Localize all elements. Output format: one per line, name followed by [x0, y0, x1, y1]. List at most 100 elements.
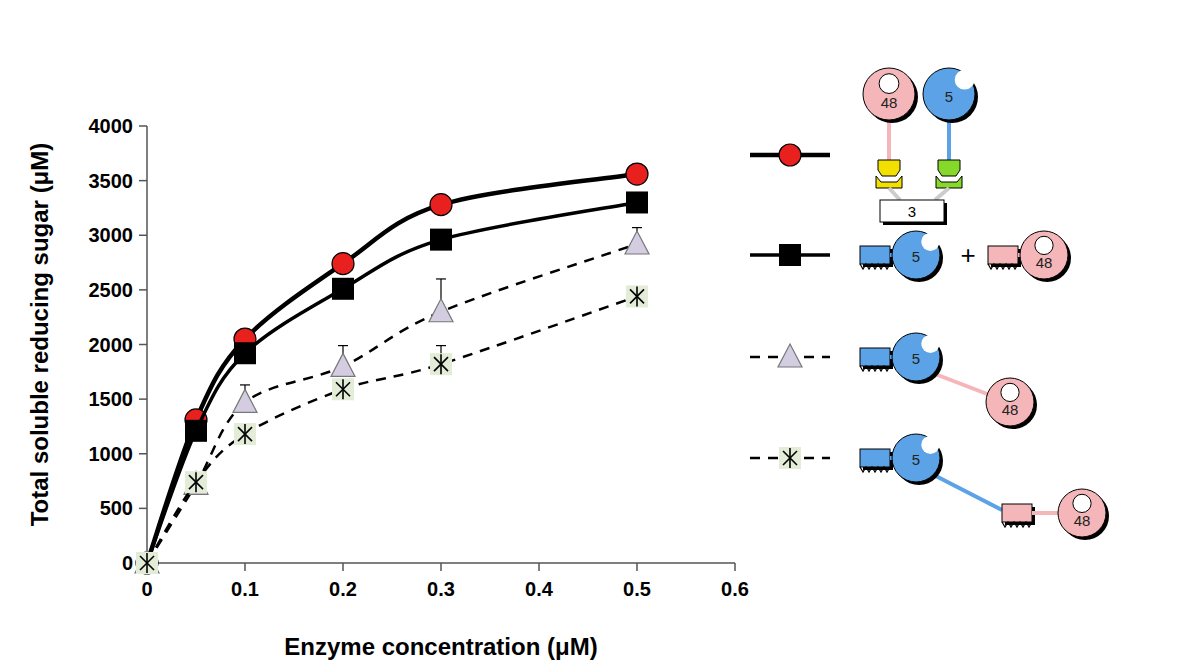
- error-cap: [436, 345, 446, 346]
- marker-triangle: [625, 231, 649, 254]
- icon-linker: [930, 372, 995, 397]
- marker: [332, 378, 354, 400]
- enzyme-icon: 5: [892, 333, 943, 384]
- marker-square: [185, 420, 207, 442]
- icon-linker: [930, 473, 1002, 510]
- y-tick-label: 2500: [89, 279, 134, 301]
- marker-triangle: [778, 344, 802, 367]
- marker-asterisk: [140, 556, 154, 570]
- chart: 0500100015002000250030003500400000.10.20…: [0, 0, 1181, 672]
- marker-asterisk: [336, 382, 350, 396]
- x-tick: [636, 563, 638, 571]
- icon-domain: [923, 68, 975, 120]
- marker-square: [332, 278, 354, 300]
- marker: [779, 447, 801, 469]
- cbm-icon: [988, 246, 1021, 269]
- marker-asterisk: [140, 556, 154, 570]
- marker-square: [779, 244, 801, 266]
- icon-module: [860, 449, 890, 467]
- icon-label: 48: [1036, 254, 1053, 271]
- marker-asterisk: [336, 382, 350, 396]
- icon-module: [1002, 504, 1032, 522]
- marker-bg: [626, 285, 648, 307]
- icon-plus: +: [960, 240, 975, 270]
- error-cap: [436, 278, 446, 279]
- x-tick-label: 0.3: [427, 578, 455, 600]
- icon-notch: [955, 70, 975, 90]
- icon-domain: [892, 333, 940, 381]
- marker-asterisk: [238, 427, 252, 441]
- marker-asterisk: [238, 427, 252, 441]
- error-cap: [338, 345, 348, 346]
- icon-label: 5: [912, 350, 920, 367]
- icon-teeth: [860, 264, 890, 269]
- icon-dockerin: [938, 160, 960, 176]
- marker-square: [234, 342, 256, 364]
- y-tick: [139, 453, 147, 455]
- icon-notch: [921, 436, 939, 454]
- y-tick: [139, 344, 147, 346]
- marker-asterisk: [783, 451, 797, 465]
- marker: [429, 299, 453, 322]
- icon-cohesin: [876, 176, 902, 188]
- marker: [778, 344, 802, 367]
- enzyme-icon: 48: [1058, 489, 1109, 540]
- marker: [332, 253, 354, 275]
- icon-linker: [889, 188, 900, 200]
- marker: [430, 229, 452, 251]
- icon-teeth: [988, 264, 1018, 269]
- y-tick-label: 0: [122, 552, 133, 574]
- marker-bg: [332, 378, 354, 400]
- enzyme-icon: 48: [863, 68, 918, 123]
- series: [136, 285, 648, 574]
- marker: [430, 194, 452, 216]
- cbm-icon: [860, 449, 893, 472]
- icon-dockerin: [878, 160, 900, 176]
- icon-notch: [921, 233, 939, 251]
- marker-circle: [779, 144, 801, 166]
- series: [136, 191, 648, 574]
- icon-label: 48: [881, 94, 898, 111]
- y-tick-label: 1000: [89, 443, 134, 465]
- marker: [136, 552, 158, 574]
- marker: [135, 550, 159, 573]
- marker: [184, 471, 208, 494]
- y-tick-label: 4000: [89, 115, 134, 137]
- legend: 48535+48548548: [750, 68, 1109, 540]
- y-tick: [139, 235, 147, 237]
- marker-bg: [430, 353, 452, 375]
- icon-domain: [863, 68, 915, 120]
- marker: [233, 389, 257, 412]
- icon-hole: [1035, 236, 1053, 254]
- marker: [185, 471, 207, 493]
- icon-domain: [1058, 489, 1106, 537]
- marker-square: [136, 552, 158, 574]
- icon-module: [860, 348, 890, 366]
- icon-linker: [935, 188, 949, 200]
- y-tick: [139, 180, 147, 182]
- icon-label: 5: [912, 451, 920, 468]
- icon-domain: [892, 231, 940, 279]
- icon-teeth: [1002, 522, 1032, 527]
- plot-area: [135, 163, 649, 574]
- y-tick-label: 500: [100, 497, 133, 519]
- icon-linker: [887, 120, 891, 160]
- marker-bg: [234, 423, 256, 445]
- icon-hole: [1073, 494, 1091, 512]
- x-tick: [244, 563, 246, 571]
- icon-linker: [947, 120, 951, 160]
- icon-linker: [1032, 511, 1060, 515]
- marker-triangle: [135, 550, 159, 573]
- marker-square: [430, 229, 452, 251]
- marker: [626, 191, 648, 213]
- icon-teeth: [860, 366, 890, 371]
- marker-bg: [779, 447, 801, 469]
- enzyme-icon: 5: [892, 231, 943, 282]
- marker-asterisk: [189, 475, 203, 489]
- y-axis-title: Total soluble reducing sugar (μM): [26, 143, 53, 527]
- icon-hole: [879, 74, 899, 94]
- series-line: [147, 202, 637, 563]
- series-line: [147, 296, 637, 563]
- marker: [779, 144, 801, 166]
- marker: [185, 420, 207, 442]
